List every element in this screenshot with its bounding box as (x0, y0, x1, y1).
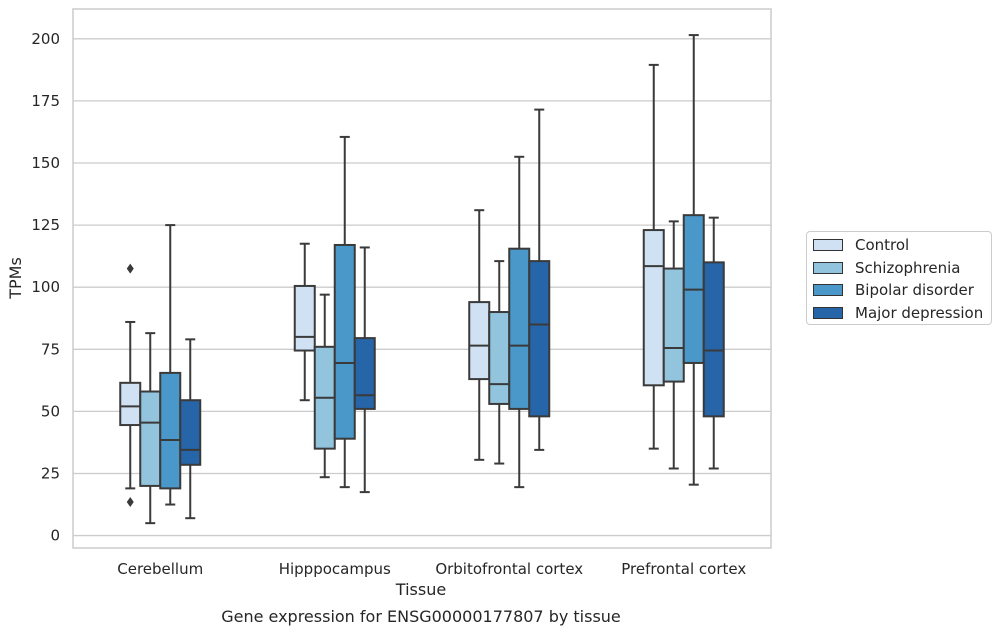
y-tick-label: 150 (31, 154, 60, 172)
legend-swatch (813, 307, 843, 319)
legend-label: Schizophrenia (855, 259, 961, 277)
legend-item-control: Control (813, 235, 909, 255)
chart-title: Gene expression for ENSG00000177807 by t… (221, 607, 621, 626)
y-tick-label: 200 (31, 30, 60, 48)
y-tick-label: 25 (41, 464, 60, 482)
legend-swatch (813, 262, 843, 274)
legend-label: Control (855, 236, 910, 254)
box-bipolar-disorder (682, 34, 705, 486)
box-body (159, 371, 182, 490)
y-tick-label: 50 (41, 402, 60, 420)
box-body (528, 260, 551, 418)
y-tick-label: 0 (50, 527, 60, 545)
y-axis-label: TPMs (6, 257, 25, 300)
x-tick-label: Cerebellum (117, 560, 203, 578)
box-body (119, 381, 142, 427)
y-tick-label: 125 (31, 216, 60, 234)
box-schizophrenia (139, 332, 162, 525)
box-body (333, 243, 356, 440)
outlier-point (126, 263, 134, 274)
box-body (139, 390, 162, 487)
box-schizophrenia (313, 293, 336, 479)
box-plots (119, 34, 725, 525)
box-control (119, 263, 142, 508)
legend: Control Schizophrenia Bipolar disorder M… (806, 231, 992, 325)
box-body (642, 229, 665, 387)
box-body (293, 284, 316, 352)
plot-frame (72, 8, 772, 549)
box-body (468, 301, 491, 381)
y-tick-label: 100 (31, 278, 60, 296)
box-body (353, 337, 376, 410)
x-tick-labels: Cerebellum Hipppocampus Orbitofrontal cort… (117, 560, 746, 578)
box-body (508, 247, 531, 410)
box-major-depression (702, 216, 725, 470)
legend-swatch (813, 284, 843, 296)
box-major-depression (353, 246, 376, 494)
y-tick-label: 175 (31, 92, 60, 110)
box-schizophrenia (488, 260, 511, 465)
box-major-depression (528, 108, 551, 451)
x-tick-label: Hipppocampus (279, 560, 391, 578)
box-control (468, 209, 491, 461)
box-body (488, 311, 511, 405)
y-tick-label: 75 (41, 340, 60, 358)
box-control (642, 63, 665, 450)
box-body (662, 267, 685, 383)
legend-swatch (813, 239, 843, 251)
y-tick-labels: 0 25 50 75 100 125 150 175 200 (31, 30, 60, 545)
box-bipolar-disorder (333, 135, 356, 489)
x-tick-label: Prefrontal cortex (621, 560, 746, 578)
box-major-depression (179, 338, 202, 520)
box-body (702, 261, 725, 418)
box-bipolar-disorder (508, 155, 531, 489)
legend-item-major-depression: Major depression (813, 303, 983, 323)
legend-label: Major depression (855, 304, 984, 322)
box-bipolar-disorder (159, 224, 182, 506)
legend-item-schizophrenia: Schizophrenia (813, 258, 960, 278)
x-tick-label: Orbitofrontal cortex (435, 560, 583, 578)
box-body (179, 399, 202, 466)
x-axis-label: Tissue (395, 580, 446, 599)
legend-item-bipolar-disorder: Bipolar disorder (813, 280, 974, 300)
legend-label: Bipolar disorder (855, 281, 974, 299)
box-control (293, 242, 316, 402)
box-schizophrenia (662, 220, 685, 470)
outlier-point (126, 497, 134, 508)
